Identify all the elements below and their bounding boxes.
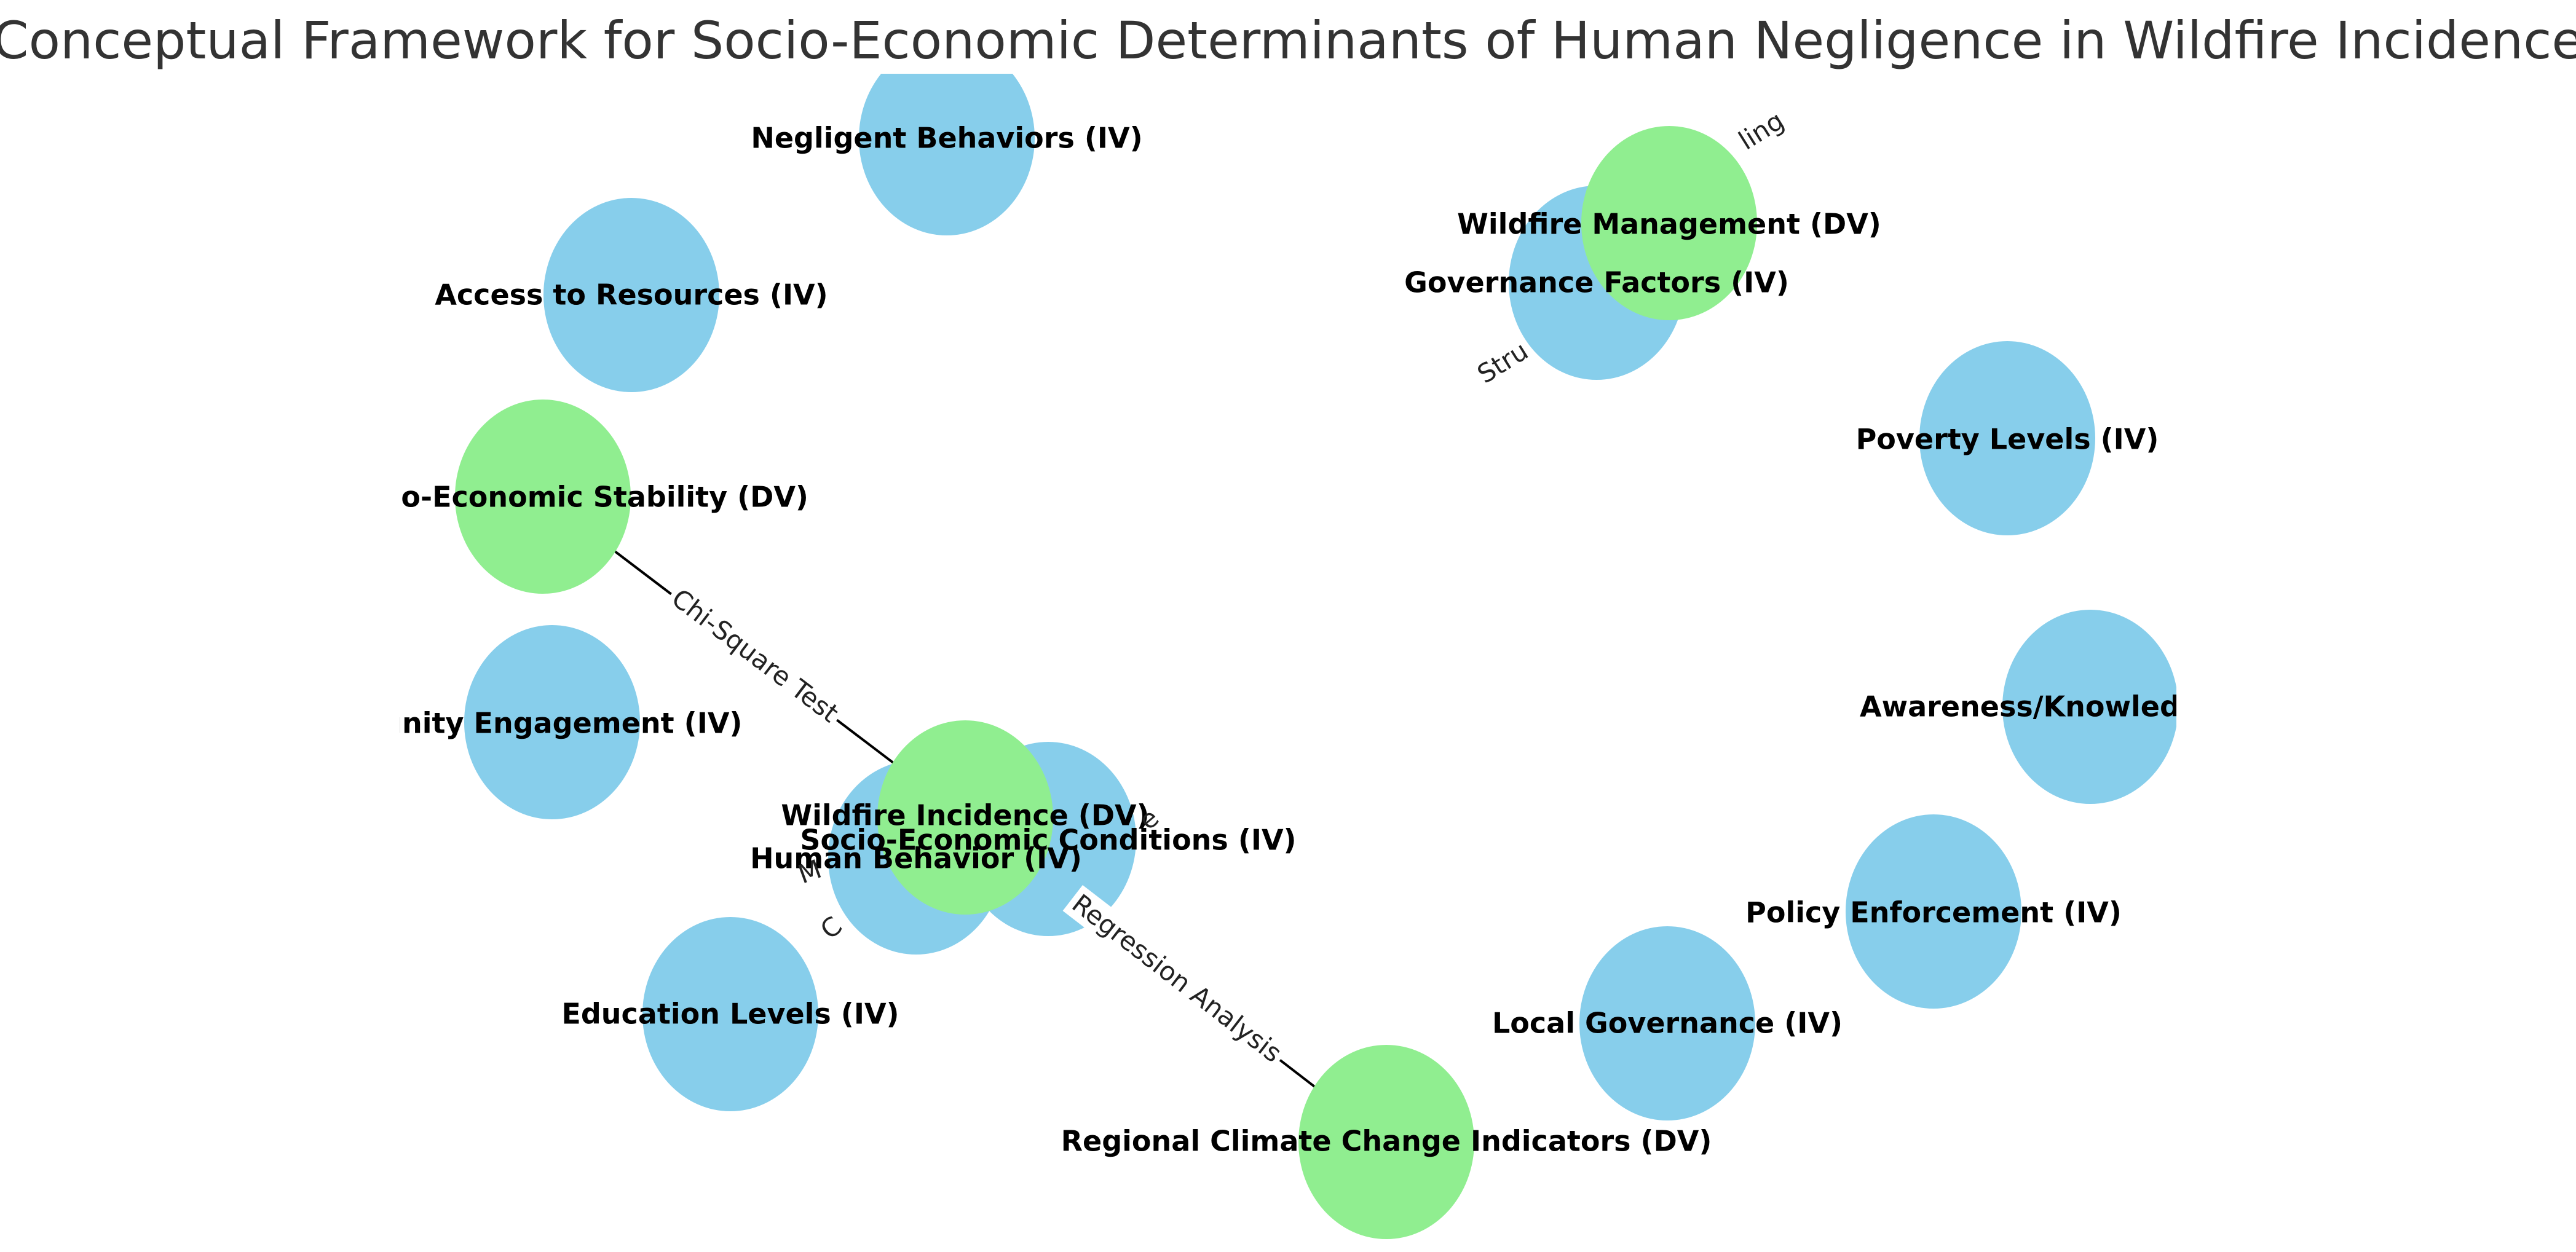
node-wildfire-incidence[interactable] (877, 720, 1053, 915)
edge-label-background (662, 580, 848, 732)
node-label-awareness-knowledge: Awareness/Knowledge about (1860, 690, 2321, 723)
node-education-levels[interactable] (642, 917, 818, 1111)
node-label-poverty-levels: Poverty Levels (IV) (1856, 423, 2159, 456)
node-label-socio-economic-conditions: Socio-Economic Conditions (IV) (800, 824, 1296, 857)
node-community-engagement[interactable] (464, 625, 640, 819)
node-label-wildfire-management: Wildfire Management (DV) (1457, 208, 1881, 241)
edge-label-background (1062, 884, 1292, 1072)
node-label-socio-economic-stability: rns/Socio-Economic Stability (DV) (274, 481, 808, 514)
node-wildfire-management[interactable] (1581, 126, 1757, 320)
node-awareness-knowledge[interactable] (2002, 610, 2178, 804)
node-regional-climate[interactable] (1298, 1045, 1474, 1239)
node-label-education-levels: Education Levels (IV) (561, 998, 899, 1031)
edge-label-1: Regression Analysis (1067, 888, 1287, 1068)
node-access-to-resources[interactable] (543, 198, 719, 392)
node-label-governance-factors: Governance Factors (IV) (1404, 266, 1789, 299)
node-labels-layer: Negligent Behaviors (IV) Access to Resour… (274, 122, 2321, 1158)
node-label-wildfire-incidence: Wildfire Incidence (DV) (781, 799, 1149, 832)
node-label-access-to-resources: Access to Resources (IV) (435, 278, 828, 312)
node-socio-economic-stability[interactable] (455, 400, 631, 594)
edge-fragment-c: C (815, 910, 848, 945)
node-label-regional-climate: Regional Climate Change Indicators (DV) (1061, 1125, 1712, 1158)
edge-fragment-stru: Stru (1472, 336, 1533, 390)
node-label-negligent-behaviors: Negligent Behaviors (IV) (751, 122, 1142, 155)
node-label-community-engagement: nunity Engagement (IV) (362, 707, 743, 740)
node-label-local-governance: Local Governance (IV) (1492, 1007, 1843, 1040)
node-negligent-behaviors[interactable] (859, 41, 1035, 235)
node-label-human-behavior: Human Behavior (IV) (750, 842, 1082, 875)
node-local-governance[interactable] (1579, 926, 1755, 1120)
node-label-policy-enforcement: Policy Enforcement (IV) (1745, 896, 2122, 929)
nodes-layer (455, 41, 2178, 1239)
diagram-title: Conceptual Framework for Socio-Economic … (0, 10, 2576, 71)
node-poverty-levels[interactable] (1919, 341, 2095, 535)
node-policy-enforcement[interactable] (1846, 814, 2021, 1009)
edge-fragment-ling: ling (1733, 105, 1789, 156)
